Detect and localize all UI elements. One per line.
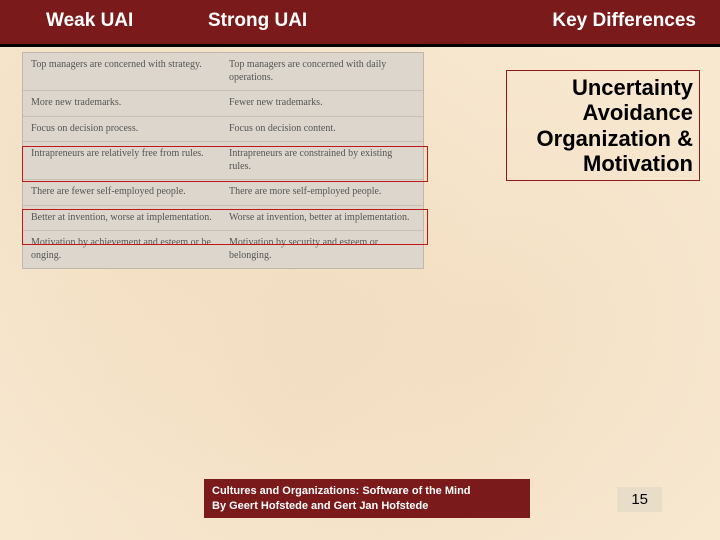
header-key: Key Differences	[552, 10, 696, 32]
header-strong: Strong UAI	[208, 10, 307, 32]
cell-weak: Focus on decision process.	[31, 123, 223, 136]
table-row: Top managers are concerned with strategy…	[23, 53, 423, 91]
comparison-table: Top managers are concerned with strategy…	[22, 52, 424, 269]
topic-box: Uncertainty Avoidance Organization & Mot…	[506, 70, 700, 181]
footer-citation: Cultures and Organizations: Software of …	[204, 479, 530, 518]
cell-strong: Intrapreneurs are constrained by existin…	[223, 148, 415, 173]
cell-weak: Motivation by achievement and esteem or …	[31, 237, 223, 262]
cell-strong: Focus on decision content.	[223, 123, 415, 136]
cell-strong: There are more self-employed people.	[223, 186, 415, 199]
cell-strong: Motivation by security and esteem or bel…	[223, 237, 415, 262]
table-row: More new trademarks. Fewer new trademark…	[23, 91, 423, 117]
cell-weak: More new trademarks.	[31, 97, 223, 110]
page-number: 15	[617, 487, 662, 512]
cell-strong: Top managers are concerned with daily op…	[223, 59, 415, 84]
cell-weak: Top managers are concerned with strategy…	[31, 59, 223, 84]
table-row: Focus on decision process. Focus on deci…	[23, 117, 423, 143]
table-row: Better at invention, worse at implementa…	[23, 206, 423, 232]
table-row: Motivation by achievement and esteem or …	[23, 231, 423, 268]
table-row: Intrapreneurs are relatively free from r…	[23, 142, 423, 180]
cell-weak: Better at invention, worse at implementa…	[31, 212, 223, 225]
header-underline	[0, 44, 720, 47]
cell-strong: Fewer new trademarks.	[223, 97, 415, 110]
table-row: There are fewer self-employed people. Th…	[23, 180, 423, 206]
cell-strong: Worse at invention, better at implementa…	[223, 212, 415, 225]
topic-line-1: Uncertainty	[513, 75, 693, 100]
slide: Weak UAI Strong UAI Key Differences Unce…	[0, 0, 720, 540]
cell-weak: There are fewer self-employed people.	[31, 186, 223, 199]
footer-line-2: By Geert Hofstede and Gert Jan Hofstede	[212, 499, 522, 513]
topic-line-3: Organization &	[513, 126, 693, 151]
topic-line-2: Avoidance	[513, 100, 693, 125]
cell-weak: Intrapreneurs are relatively free from r…	[31, 148, 223, 173]
footer-line-1: Cultures and Organizations: Software of …	[212, 484, 522, 498]
header-weak: Weak UAI	[46, 10, 133, 32]
topic-line-4: Motivation	[513, 151, 693, 176]
